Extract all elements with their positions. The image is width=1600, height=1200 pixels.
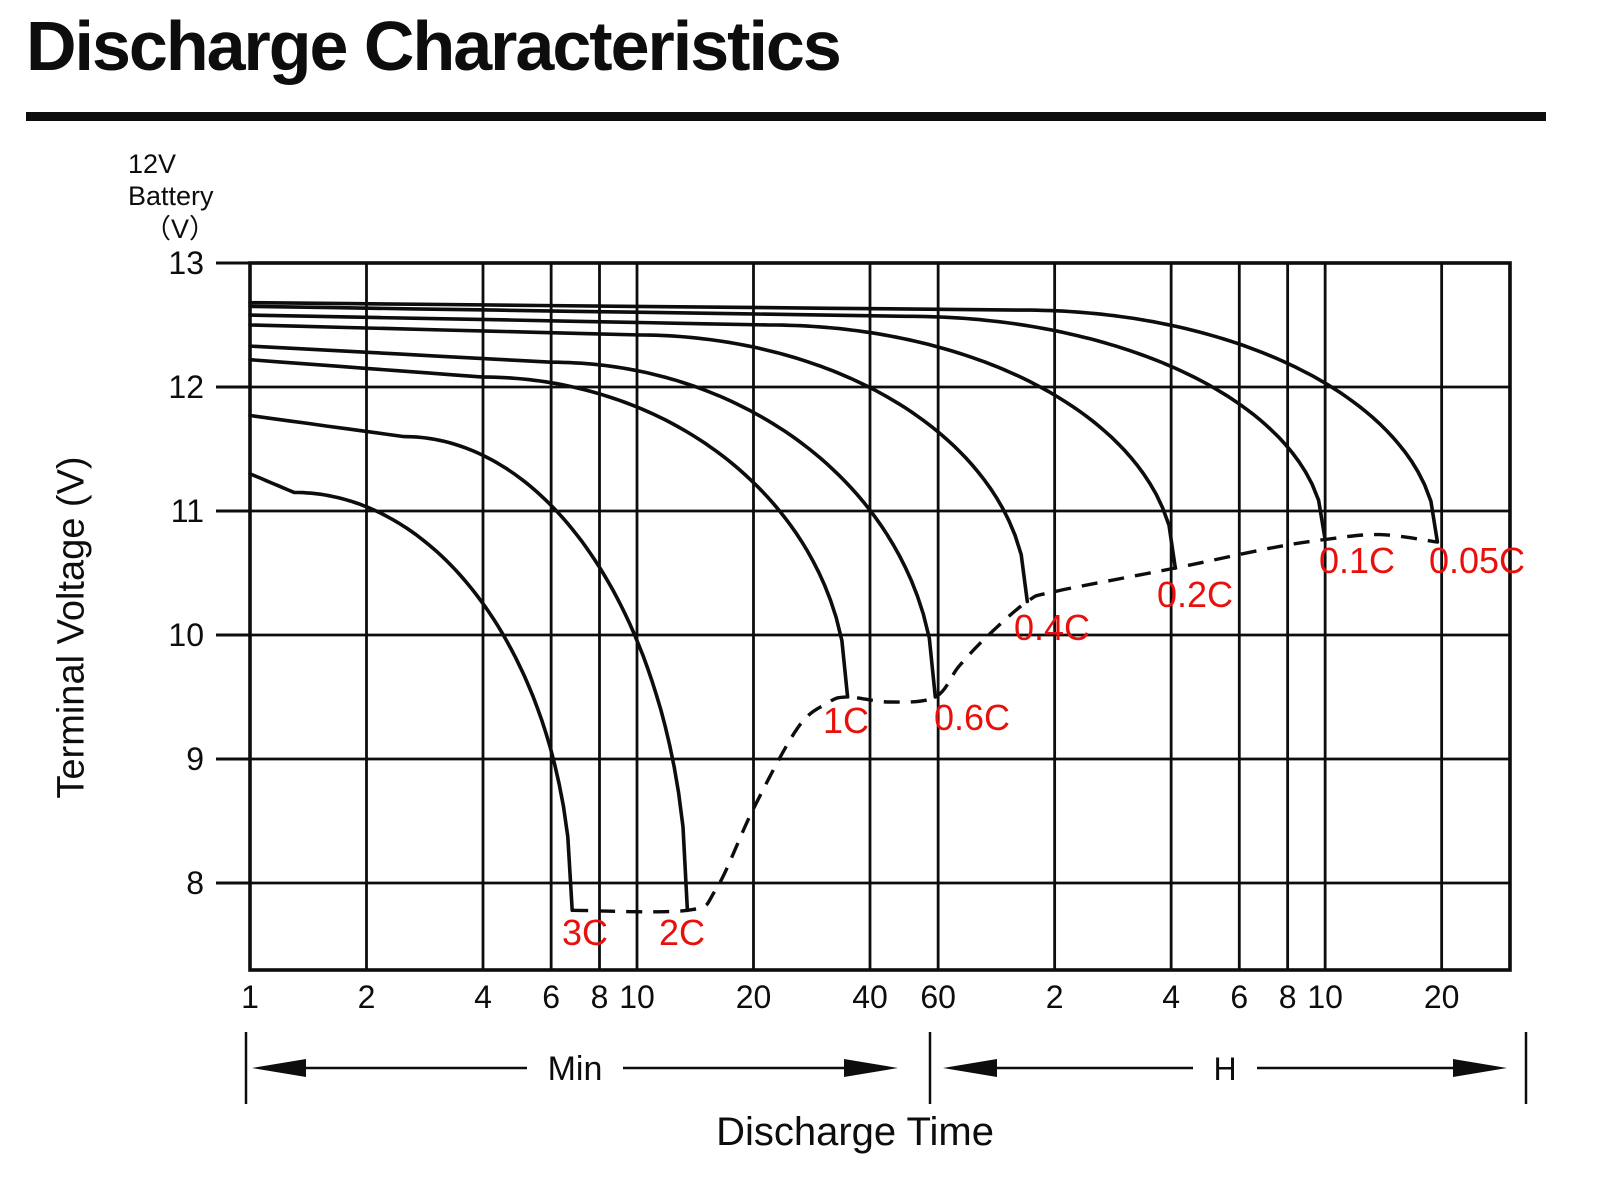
curve-label-3C: 3C — [562, 912, 608, 953]
curve-0.6C — [248, 344, 938, 699]
x-tick-label: 40 — [852, 979, 888, 1015]
hour-range-arrow-right-arrowhead — [1453, 1059, 1507, 1077]
y-tick-label: 8 — [186, 865, 204, 901]
curve-label-0.6C: 0.6C — [934, 697, 1010, 738]
corner-label-line3: （V） — [144, 213, 217, 244]
x-tick-label: 4 — [1162, 979, 1180, 1015]
curve-label-2C: 2C — [659, 912, 705, 953]
y-tick-label: 12 — [168, 369, 204, 405]
x-tick-label: 8 — [1279, 979, 1297, 1015]
min-range-arrow-left-arrowhead — [252, 1059, 306, 1077]
curve-label-0.05C: 0.05C — [1429, 540, 1525, 581]
curve-label-0.2C: 0.2C — [1157, 574, 1233, 615]
hour-range-arrow-label: H — [1213, 1051, 1236, 1087]
x-tick-label: 2 — [358, 979, 376, 1015]
page-title: Discharge Characteristics — [26, 7, 842, 85]
y-tick-label: 13 — [168, 245, 204, 281]
plot-frame — [248, 261, 1512, 972]
x-tick-label: 8 — [591, 979, 609, 1015]
y-tick-label: 10 — [168, 617, 204, 653]
y-axis-corner-label: 12V Battery （V） — [128, 148, 216, 245]
title-underline — [26, 112, 1546, 121]
curve-label-1C: 1C — [823, 700, 869, 741]
min-range-arrow-right-arrowhead — [844, 1059, 898, 1077]
curve-0.4C — [248, 323, 1030, 604]
x-tick-label: 1 — [241, 979, 259, 1015]
curve-0.05C — [248, 300, 1440, 544]
y-tick-label: 11 — [171, 493, 204, 529]
x-tick-label: 2 — [1046, 979, 1064, 1015]
corner-label-line2: Battery — [128, 181, 214, 212]
curve-2C — [248, 413, 690, 913]
curve-0.2C — [248, 313, 1178, 570]
x-axis-title: Discharge Time — [716, 1110, 994, 1154]
curve-3C — [248, 472, 574, 913]
x-tick-label: 10 — [1307, 979, 1343, 1015]
y-tick-label: 9 — [186, 741, 204, 777]
curve-0.1C — [248, 304, 1327, 542]
x-tick-label: 6 — [542, 979, 560, 1015]
x-tick-label: 20 — [1424, 979, 1460, 1015]
x-tick-label: 10 — [619, 979, 655, 1015]
hour-range-arrow-left-arrowhead — [943, 1059, 997, 1077]
min-range-arrow-label: Min — [548, 1050, 603, 1088]
corner-label-line1: 12V — [128, 149, 177, 179]
curve-label-0.4C: 0.4C — [1014, 607, 1090, 648]
x-tick-label: 60 — [920, 979, 956, 1015]
x-tick-label: 20 — [736, 979, 772, 1015]
cutoff-envelope-dashed-line — [572, 532, 1438, 914]
curve-label-0.1C: 0.1C — [1319, 540, 1395, 581]
x-tick-label: 6 — [1230, 979, 1248, 1015]
x-tick-label: 4 — [474, 979, 492, 1015]
curve-1C — [248, 357, 850, 699]
